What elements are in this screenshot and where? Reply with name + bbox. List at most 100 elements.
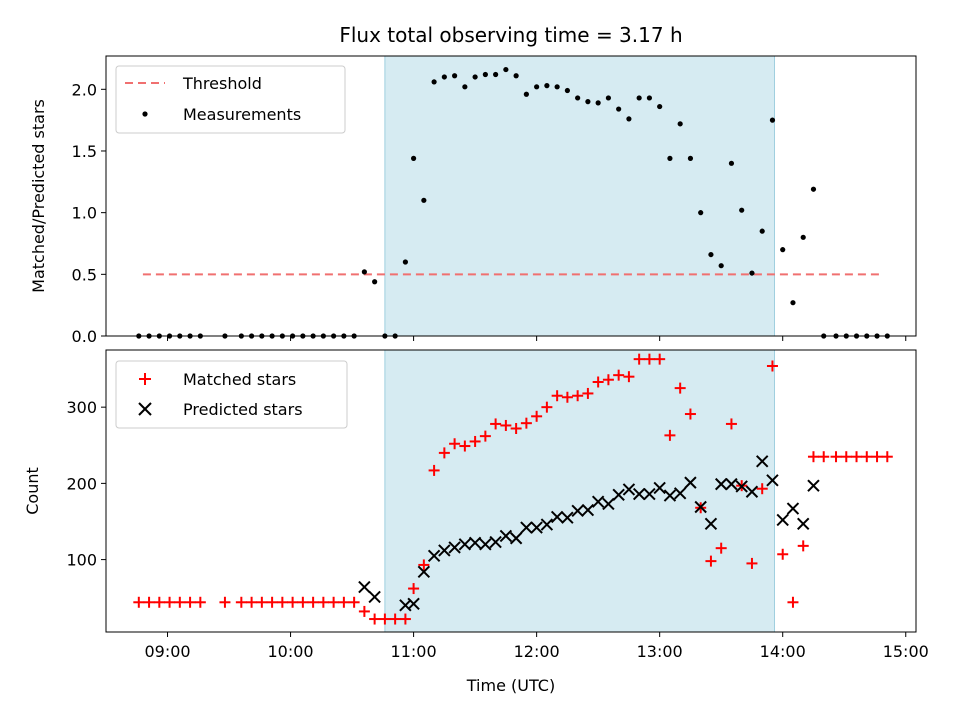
measurement-point (472, 74, 478, 80)
measurement-point (575, 95, 581, 101)
matched-star-point (153, 596, 165, 608)
measurement-point (759, 228, 765, 234)
matched-star-point (756, 483, 768, 495)
matched-star-point (840, 451, 852, 463)
predicted-star-point (612, 488, 625, 502)
time-x-axis-label: Time (UTC) (466, 676, 555, 695)
x-tick-label: 13:00 (637, 642, 683, 661)
predicted-stars-series (358, 455, 820, 612)
measurement-point (667, 155, 673, 161)
matched-star-point (746, 557, 758, 569)
matched-star-point (408, 583, 420, 595)
ratio-panel: 0.0 0.5 1.0 1.5 2.0 Flux total observing tim… (29, 23, 917, 346)
y-tick-label: 0.0 (72, 327, 97, 346)
matched-star-point (287, 596, 299, 608)
matched-star-point (561, 391, 573, 403)
measurement-point (636, 95, 642, 101)
matched-star-point (133, 596, 145, 608)
ratio-legend-box (115, 65, 346, 134)
matched-star-point (369, 613, 381, 625)
predicted-star-point (653, 481, 666, 495)
x-tick-label: 09:00 (144, 642, 190, 661)
matched-star-point (256, 596, 268, 608)
predicted-star-point (673, 487, 687, 500)
predicted-star-point (561, 511, 574, 524)
matched-star-point (881, 451, 893, 463)
matched-star-point (307, 596, 319, 608)
matched-star-point (551, 390, 563, 402)
measurement-point (361, 269, 367, 275)
matched-star-point (348, 596, 360, 608)
measurement-point (728, 160, 735, 166)
measurement-point (790, 300, 796, 306)
measurement-point (626, 116, 632, 122)
measurement-point (616, 106, 622, 112)
legend-measurements-label: Measurements (183, 105, 301, 124)
measurement-point (554, 84, 560, 90)
measurement-point (718, 263, 724, 269)
matched-star-point (643, 353, 655, 365)
measurement-point (523, 91, 529, 97)
matched-star-point (633, 353, 645, 365)
measurement-point (564, 87, 570, 94)
x-tick-label: 11:00 (391, 642, 437, 661)
matched-star-point (389, 613, 401, 625)
predicted-star-point (807, 479, 820, 492)
y-tick-label: 100 (66, 551, 97, 570)
matched-star-point (510, 423, 522, 435)
x-tick-label: 12:00 (514, 642, 560, 661)
predicted-star-point (358, 580, 371, 594)
matched-stars-series (133, 353, 893, 625)
matched-star-point (674, 382, 686, 394)
count-axes-frame (105, 349, 917, 633)
predicted-star-point (417, 565, 431, 578)
measurement-point (441, 74, 447, 80)
legend-threshold-label: Threshold (182, 74, 262, 93)
measurement-point (431, 79, 437, 85)
matched-star-point (807, 451, 819, 463)
count-y-axis-label: Count (23, 467, 42, 515)
matched-star-point (428, 464, 440, 476)
measurement-point (513, 73, 519, 79)
predicted-star-point (520, 521, 533, 534)
matched-star-point (871, 451, 883, 463)
measurement-point (534, 84, 540, 90)
matched-star-point (602, 374, 614, 386)
y-tick-label: 2.0 (72, 80, 97, 99)
matched-star-point (541, 401, 553, 413)
predicted-star-point (766, 474, 779, 487)
matched-star-point (572, 390, 584, 402)
matched-star-point (851, 451, 863, 463)
matched-star-point (861, 451, 873, 463)
predicted-star-point (704, 517, 718, 530)
measurement-point (503, 66, 509, 73)
predicted-star-point (714, 477, 728, 491)
legend-predicted-label: Predicted stars (183, 400, 303, 419)
count-x-ticks: 09:00 10:00 11:00 12:00 13:00 14:00 15:00 (144, 632, 929, 661)
matched-star-point (246, 596, 258, 608)
matched-star-point (184, 596, 196, 608)
predicted-star-point (694, 500, 707, 514)
predicted-star-point (602, 497, 615, 511)
predicted-star-point (776, 513, 789, 527)
matched-star-point (715, 542, 727, 554)
matched-star-point (613, 369, 625, 381)
predicted-star-point (786, 502, 800, 515)
ratio-y-ticks: 0.0 0.5 1.0 1.5 2.0 (72, 80, 106, 346)
measurement-point (421, 197, 427, 203)
matched-star-point (317, 596, 329, 608)
predicted-star-point (427, 549, 441, 562)
predicted-star-point (468, 536, 482, 550)
predicted-star-point (581, 503, 595, 517)
matched-star-point (143, 596, 155, 608)
matched-star-point (479, 430, 491, 442)
predicted-star-point (448, 541, 461, 554)
matched-star-point (797, 540, 809, 552)
legend-predicted-swatch (138, 402, 152, 416)
matched-star-point (582, 387, 594, 399)
matched-star-point (358, 605, 370, 617)
measurement-point (687, 155, 694, 161)
measurement-point (739, 207, 745, 213)
matched-star-point (766, 360, 778, 372)
